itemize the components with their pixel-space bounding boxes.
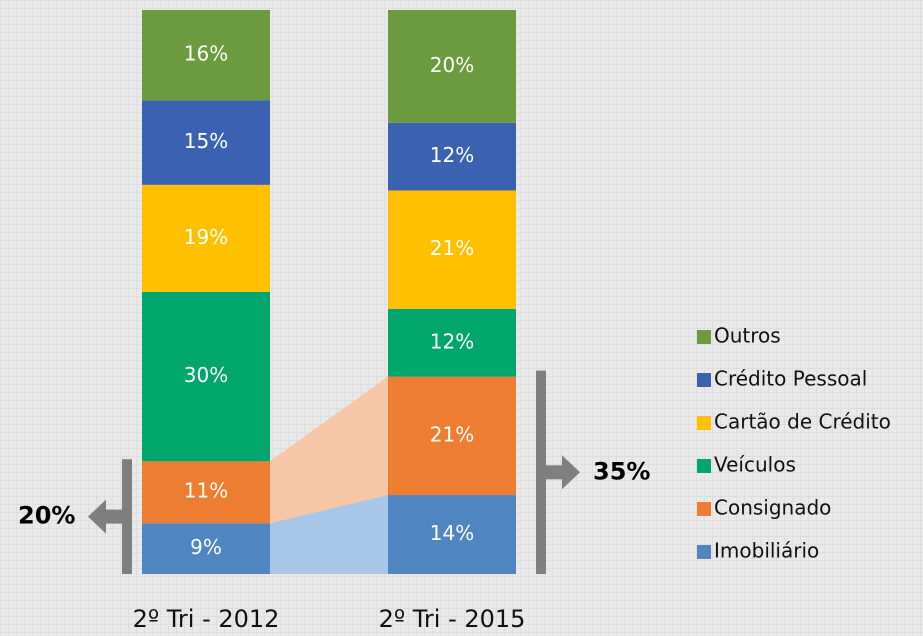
- value-label: 12%: [430, 143, 474, 167]
- value-label: 21%: [430, 236, 474, 260]
- legend-swatch: [697, 373, 711, 387]
- bar-segment: [142, 523, 270, 574]
- legend-swatch: [697, 502, 711, 516]
- bar-segment: [142, 184, 270, 292]
- bracket-arrow: [562, 455, 580, 490]
- annotation: 20%: [18, 502, 75, 530]
- value-label: 9%: [190, 535, 222, 559]
- value-label: 12%: [430, 329, 474, 353]
- legend-label: Crédito Pessoal: [714, 367, 867, 391]
- bar-segment: [388, 122, 516, 191]
- value-label: 20%: [430, 53, 474, 77]
- bar-segment: [388, 376, 516, 496]
- bar-segment: [142, 292, 270, 462]
- x-tick-label: 2º Tri - 2015: [379, 605, 526, 633]
- legend-label: Imobiliário: [714, 539, 819, 563]
- bar-segment: [142, 461, 270, 524]
- value-label: 21%: [430, 422, 474, 446]
- value-label: 14%: [430, 521, 474, 545]
- x-tick-label: 2º Tri - 2012: [133, 605, 280, 633]
- value-label: 11%: [184, 479, 228, 503]
- legend-swatch: [697, 459, 711, 473]
- bar-segment: [142, 100, 270, 185]
- legend-swatch: [697, 416, 711, 430]
- value-label: 30%: [184, 363, 228, 387]
- annotation: 35%: [593, 457, 650, 485]
- legend-label: Outros: [714, 324, 781, 348]
- legend-swatch: [697, 330, 711, 344]
- bar-segment: [388, 495, 516, 574]
- bar-segment: [388, 308, 516, 377]
- legend-label: Consignado: [714, 496, 831, 520]
- bar-segment: [142, 10, 270, 101]
- bracket: [536, 370, 546, 574]
- bar-segment: [388, 10, 516, 123]
- connector: [270, 495, 388, 574]
- value-label: 16%: [184, 42, 228, 66]
- value-label: 19%: [184, 225, 228, 249]
- bar-segment: [388, 190, 516, 309]
- value-label: 15%: [184, 129, 228, 153]
- legend-label: Cartão de Crédito: [714, 410, 891, 434]
- bracket-arrow: [544, 465, 564, 480]
- connector: [270, 376, 388, 524]
- legend-label: Veículos: [714, 453, 796, 477]
- bracket-arrow: [88, 499, 106, 534]
- legend-swatch: [697, 545, 711, 559]
- bracket-arrow: [104, 509, 124, 524]
- bracket: [122, 459, 132, 574]
